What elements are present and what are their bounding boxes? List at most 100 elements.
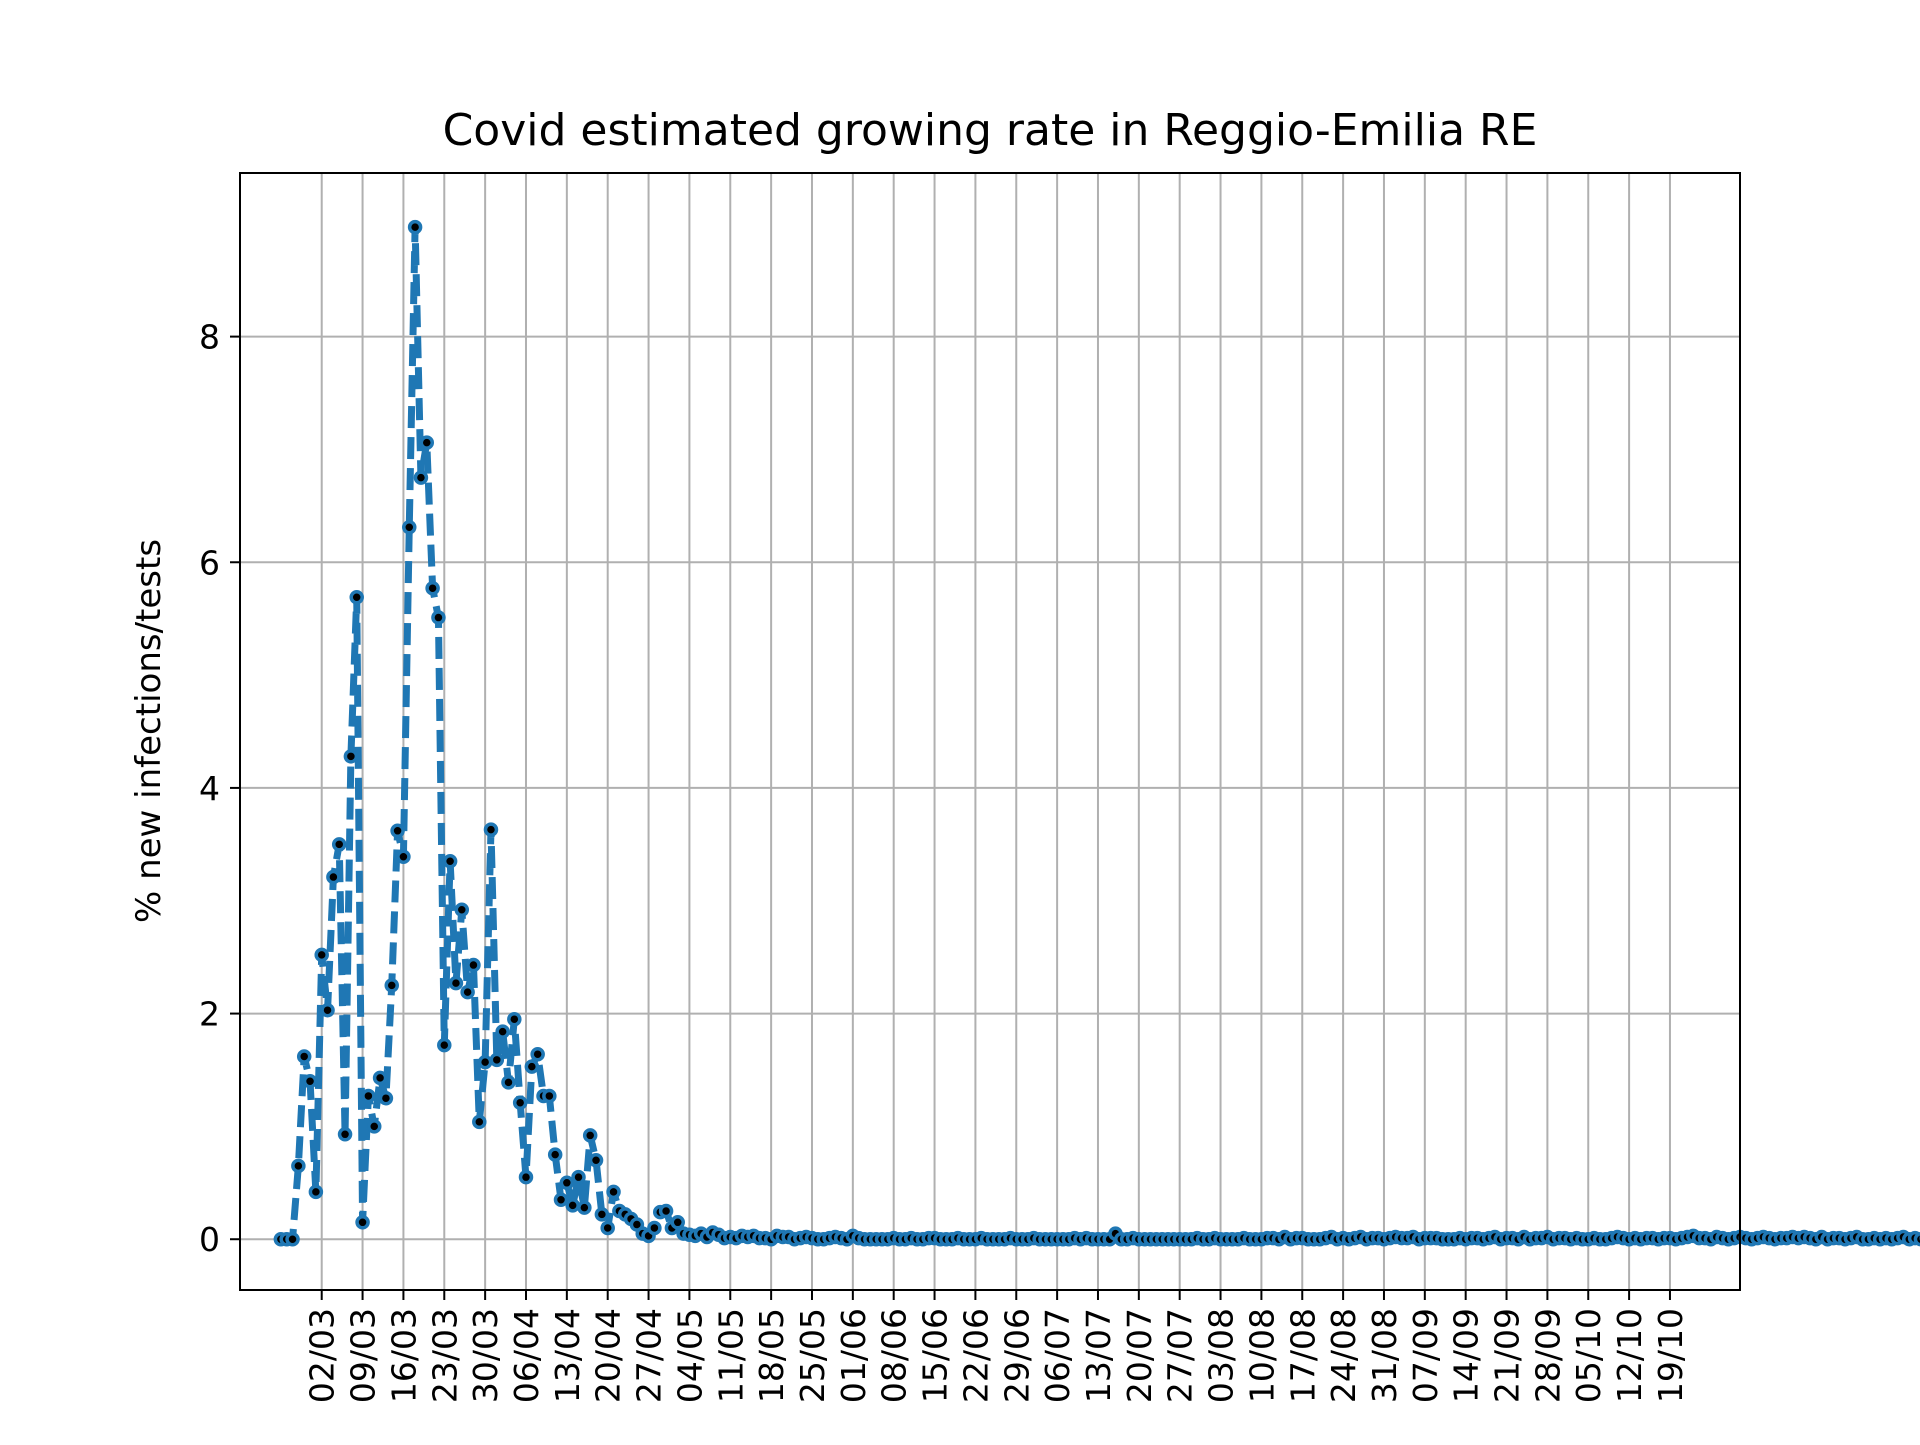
data-point <box>565 1198 580 1213</box>
data-point <box>460 984 475 1000</box>
x-tick-label: 18/05 <box>752 1308 791 1403</box>
x-tick-label: 28/09 <box>1528 1308 1567 1403</box>
data-point <box>314 947 329 963</box>
data-point <box>495 1024 510 1039</box>
data-point <box>547 1147 563 1162</box>
x-tick-label: 11/05 <box>711 1308 750 1403</box>
data-point <box>542 1088 557 1104</box>
data-point <box>343 749 359 764</box>
data-point <box>489 1052 505 1068</box>
x-tick-label: 07/09 <box>1406 1308 1445 1403</box>
data-point <box>390 823 405 839</box>
data-point <box>413 470 429 485</box>
data-point <box>396 849 411 864</box>
x-tick-label: 12/10 <box>1610 1308 1649 1403</box>
x-tick-label: 04/05 <box>670 1308 709 1403</box>
x-tick-label: 17/08 <box>1283 1308 1322 1403</box>
x-tick-label: 02/03 <box>303 1308 342 1403</box>
data-point <box>472 1114 487 1130</box>
data-point <box>326 869 341 885</box>
y-axis-label: % new infections/tests <box>129 539 169 923</box>
x-tick-label: 20/07 <box>1120 1308 1159 1403</box>
data-point <box>448 975 464 991</box>
data-point <box>606 1184 621 1200</box>
data-point <box>320 1002 335 1018</box>
x-tick-label: 21/09 <box>1488 1308 1527 1403</box>
x-tick-label: 31/08 <box>1365 1308 1404 1403</box>
data-point <box>285 1231 300 1247</box>
data-point <box>384 978 399 993</box>
data-point <box>302 1074 318 1089</box>
y-tick-label: 8 <box>199 318 220 357</box>
data-point <box>571 1169 586 1185</box>
data-point <box>437 1037 452 1053</box>
x-tick-label: 22/06 <box>956 1308 995 1403</box>
y-tick-label: 0 <box>199 1220 220 1259</box>
y-tick-label: 6 <box>199 543 220 582</box>
x-tick-label: 06/07 <box>1038 1308 1077 1403</box>
data-point <box>431 610 446 625</box>
data-point <box>425 580 440 596</box>
data-point <box>308 1184 324 1200</box>
x-tick-label: 09/03 <box>344 1308 383 1403</box>
x-tick-label: 30/03 <box>466 1308 505 1403</box>
x-tick-label: 01/06 <box>834 1308 873 1403</box>
x-tick-label: 15/06 <box>916 1308 955 1403</box>
data-point <box>291 1158 306 1174</box>
x-tick-label: 20/04 <box>589 1308 628 1403</box>
data-point <box>407 219 423 235</box>
data-point <box>349 589 364 605</box>
data-point <box>582 1128 598 1143</box>
data-point <box>366 1119 382 1134</box>
data-point <box>501 1075 516 1090</box>
data-point <box>466 957 481 973</box>
x-tick-label: 06/04 <box>507 1308 546 1403</box>
data-point <box>530 1046 545 1062</box>
data-point <box>553 1192 569 1207</box>
x-tick-label: 27/07 <box>1161 1308 1200 1403</box>
data-point <box>647 1220 662 1236</box>
x-tick-label: 13/04 <box>548 1308 587 1403</box>
x-tick-label: 27/04 <box>630 1308 669 1403</box>
series-layer <box>273 219 1920 1247</box>
data-point <box>670 1215 685 1230</box>
x-tick-label: 14/09 <box>1447 1308 1486 1403</box>
x-tick-label: 24/08 <box>1324 1308 1363 1403</box>
data-point <box>355 1215 370 1230</box>
data-point <box>518 1169 534 1185</box>
data-point <box>524 1059 540 1074</box>
data-point <box>483 822 499 837</box>
x-tick-label: 03/08 <box>1202 1308 1241 1403</box>
data-point <box>594 1207 610 1222</box>
x-tick-label: 23/03 <box>425 1308 464 1403</box>
data-point <box>378 1090 394 1106</box>
data-point <box>337 1127 353 1142</box>
data-point <box>296 1049 312 1064</box>
data-point <box>454 902 470 918</box>
data-point <box>361 1088 376 1104</box>
data-points <box>273 219 1920 1247</box>
chart-title: Covid estimated growing rate in Reggio-E… <box>443 105 1538 156</box>
x-tick-label: 25/05 <box>793 1308 832 1403</box>
x-tick-label: 08/06 <box>875 1308 914 1403</box>
data-point <box>559 1175 575 1191</box>
data-point <box>507 1011 522 1027</box>
x-tick-label: 16/03 <box>384 1308 423 1403</box>
x-tick-label: 10/08 <box>1242 1308 1281 1403</box>
data-point <box>442 854 458 869</box>
data-point <box>477 1054 493 1070</box>
x-axis: 02/03 09/03 16/03 23/03 30/03 06/04 13/04 20/04… <box>303 1290 1690 1403</box>
data-point <box>512 1095 528 1110</box>
x-tick-label: 05/10 <box>1569 1308 1608 1403</box>
data-point <box>658 1203 674 1219</box>
grid <box>240 173 1740 1290</box>
data-point <box>600 1220 615 1236</box>
plot-area-frame <box>239 172 1741 1291</box>
x-tick-label: 29/06 <box>997 1308 1036 1403</box>
y-tick-label: 2 <box>199 995 220 1034</box>
data-point <box>577 1200 592 1215</box>
data-point <box>588 1153 604 1168</box>
x-tick-label: 19/10 <box>1651 1308 1690 1403</box>
data-point <box>402 520 417 535</box>
